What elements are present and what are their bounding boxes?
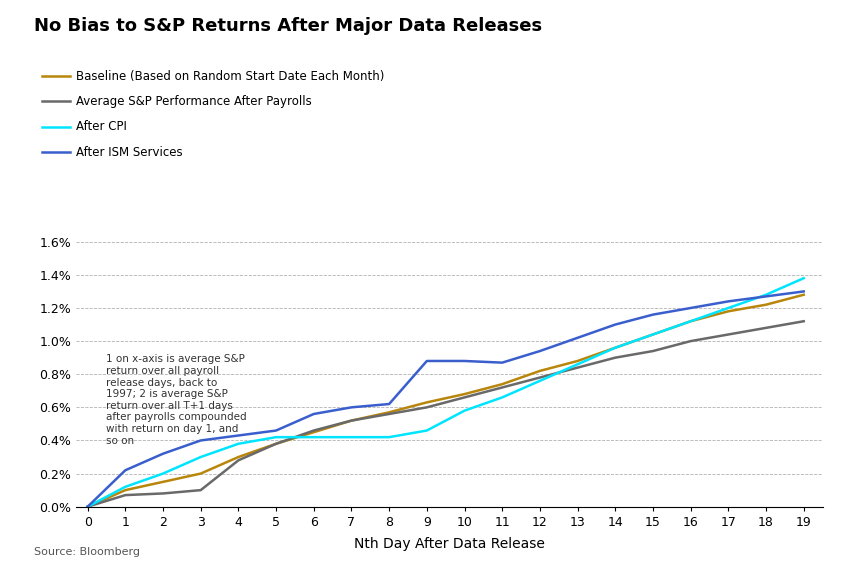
Text: No Bias to S&P Returns After Major Data Releases: No Bias to S&P Returns After Major Data … bbox=[34, 17, 542, 35]
Text: Average S&P Performance After Payrolls: Average S&P Performance After Payrolls bbox=[76, 95, 312, 108]
Text: Baseline (Based on Random Start Date Each Month): Baseline (Based on Random Start Date Eac… bbox=[76, 69, 385, 83]
Text: After CPI: After CPI bbox=[76, 120, 127, 133]
Text: 1 on x-axis is average S&P
return over all payroll
release days, back to
1997; 2: 1 on x-axis is average S&P return over a… bbox=[107, 354, 247, 445]
X-axis label: Nth Day After Data Release: Nth Day After Data Release bbox=[354, 537, 545, 551]
Text: After ISM Services: After ISM Services bbox=[76, 145, 183, 159]
Text: Source: Bloomberg: Source: Bloomberg bbox=[34, 547, 140, 557]
